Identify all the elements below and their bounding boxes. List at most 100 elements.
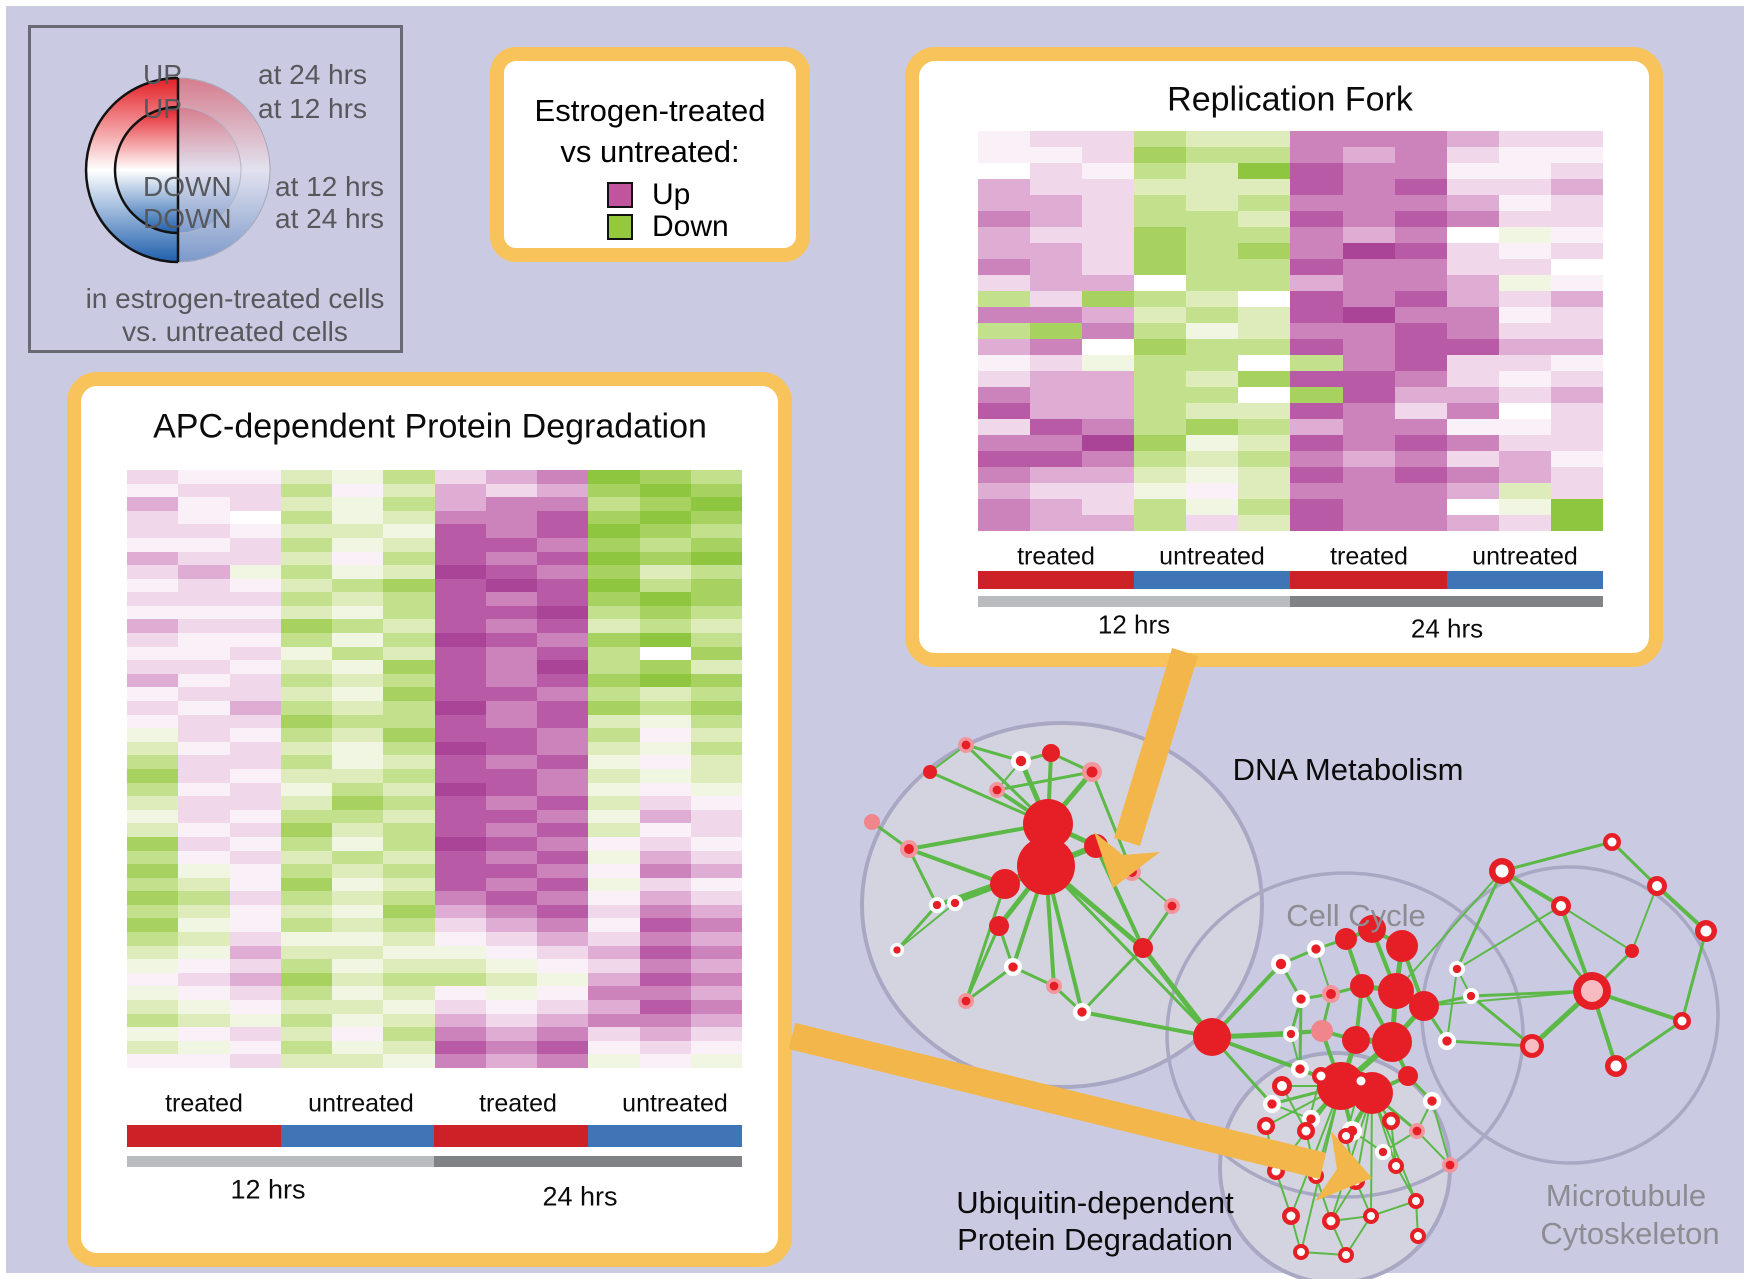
heatmap-cell: [1394, 179, 1447, 195]
heatmap-cell: [229, 646, 281, 661]
heatmap-cell: [127, 918, 179, 933]
heatmap-cell: [383, 605, 435, 620]
heatmap-cell: [127, 1054, 179, 1068]
heatmap-cell: [229, 524, 281, 538]
heatmap-cell: [383, 1000, 435, 1014]
heatmap-cell: [1498, 371, 1551, 387]
heatmap-cell: [127, 986, 179, 1001]
heatmap-cell: [434, 904, 486, 919]
heatmap-cell: [280, 945, 332, 960]
heatmap-cell: [1082, 483, 1135, 499]
heatmap-cell: [639, 782, 691, 797]
heatmap-cell: [1498, 179, 1551, 195]
heatmap-cell: [1030, 323, 1083, 339]
heatmap-cell: [1394, 483, 1447, 499]
heatmap-cell: [434, 986, 486, 1001]
heatmap-cell: [280, 605, 332, 620]
heatmap-cell: [1186, 499, 1239, 515]
heatmap-cell: [383, 945, 435, 960]
heatmap-cell: [690, 483, 742, 498]
heatmap-cell: [332, 891, 384, 905]
heatmap-cell: [1550, 499, 1603, 515]
heatmap-cell: [1238, 499, 1291, 515]
heatmap-cell: [178, 932, 230, 946]
heatmap-cell: [178, 483, 230, 498]
heatmap-cell: [332, 537, 384, 552]
heatmap-cell: [690, 605, 742, 620]
heatmap-cell: [383, 1027, 435, 1041]
heatmap-cell: [1342, 307, 1395, 323]
heatmap-cell: [434, 646, 486, 661]
heatmap-cell: [978, 163, 1031, 179]
heatmap-cell: [1498, 163, 1551, 179]
heatmap-cell: [1498, 355, 1551, 371]
heatmap-cell: [690, 782, 742, 797]
heatmap-cell: [1238, 195, 1291, 211]
heatmap-cell: [537, 755, 589, 769]
heatmap-cell: [485, 891, 537, 905]
heatmap-cell: [1030, 419, 1083, 435]
heatmap-cell: [588, 1027, 640, 1041]
heatmap-cell: [1134, 307, 1187, 323]
heatmap-cell: [434, 470, 486, 484]
heatmap-cell: [434, 551, 486, 566]
heatmap-cell: [178, 877, 230, 892]
heatmap-cell: [485, 714, 537, 729]
heatmap-cell: [690, 510, 742, 525]
heatmap-cell: [127, 823, 179, 837]
replication-group-label-4: untreated: [1472, 542, 1578, 571]
heatmap-cell: [229, 850, 281, 865]
heatmap-cell: [588, 483, 640, 498]
heatmap-cell: [1134, 435, 1187, 451]
updown-time-1: at 24 hrs: [258, 59, 367, 90]
heatmap-cell: [383, 578, 435, 593]
heatmap-cell: [127, 578, 179, 593]
heatmap-cell: [1290, 179, 1343, 195]
heatmap-cell: [978, 387, 1031, 403]
heatmap-cell: [332, 877, 384, 892]
heatmap-cell: [1394, 307, 1447, 323]
heatmap-cell: [537, 891, 589, 905]
heatmap-cell: [1290, 515, 1343, 531]
heatmap-cell: [1186, 403, 1239, 419]
heatmap-cell: [690, 701, 742, 715]
heatmap-cell: [639, 755, 691, 769]
heatmap-cell: [127, 809, 179, 824]
heatmap-cell: [332, 646, 384, 661]
heatmap-cell: [127, 660, 179, 674]
heatmap-cell: [485, 918, 537, 933]
heatmap-cell: [537, 945, 589, 960]
heatmap-cell: [1186, 211, 1239, 227]
heatmap-cell: [1290, 451, 1343, 467]
heatmap-cell: [383, 470, 435, 484]
heatmap-cell: [1082, 515, 1135, 531]
heatmap-cell: [280, 497, 332, 511]
heatmap-cell: [690, 619, 742, 634]
heatmap-cell: [1446, 387, 1499, 403]
heatmap-cell: [485, 904, 537, 919]
heatmap-cell: [332, 768, 384, 783]
outer-left-outline: [84, 76, 179, 264]
apc-panel-title: APC-dependent Protein Degradation: [153, 407, 707, 446]
heatmap-cell: [434, 891, 486, 905]
heatmap-cell: [485, 524, 537, 538]
heatmap-cell: [639, 687, 691, 702]
heatmap-cell: [1394, 195, 1447, 211]
heatmap-cell: [1446, 435, 1499, 451]
heatmap-cell: [1238, 275, 1291, 291]
heatmap-cell: [1030, 163, 1083, 179]
heatmap-cell: [332, 782, 384, 797]
heatmap-cell: [1030, 467, 1083, 483]
heatmap-cell: [1134, 195, 1187, 211]
faded-right-half: [178, 78, 270, 262]
heatmap-cell: [537, 633, 589, 647]
heatmap-cell: [127, 728, 179, 742]
heatmap-cell: [1550, 179, 1603, 195]
heatmap-cell: [127, 959, 179, 973]
heatmap-cell: [690, 551, 742, 566]
heatmap-cell: [1238, 131, 1291, 147]
heatmap-cell: [690, 728, 742, 742]
heatmap-cell: [639, 470, 691, 484]
heatmap-cell: [280, 537, 332, 552]
heatmap-cell: [537, 537, 589, 552]
